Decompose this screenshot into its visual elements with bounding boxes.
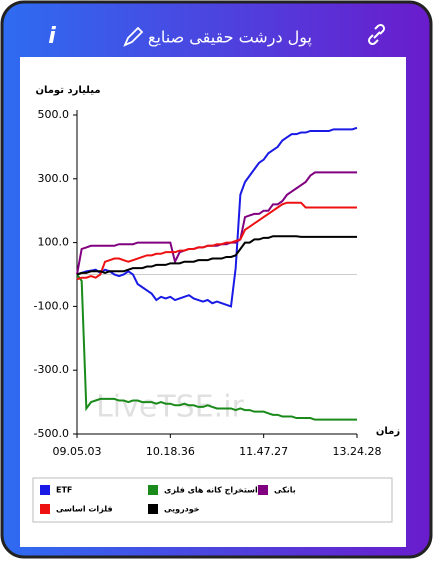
y-tick-label: 100.0 <box>38 236 70 249</box>
watermark: LiveTSE.ir <box>96 390 244 425</box>
y-tick-label: -300.0 <box>34 363 69 376</box>
legend-label: ETF <box>56 486 72 495</box>
legend-swatch <box>40 485 50 495</box>
series-line <box>76 126 358 308</box>
y-axis-label: میلیارد تومان <box>35 85 100 96</box>
x-tick-label: 11.47.27 <box>239 445 288 458</box>
legend-swatch <box>148 485 158 495</box>
y-tick-label: -500.0 <box>34 427 69 440</box>
legend-label: خودرویی <box>164 505 200 514</box>
y-tick-label: 500.0 <box>38 108 70 121</box>
x-axis-label: زمان <box>376 426 400 437</box>
edit-icon[interactable] <box>123 26 144 47</box>
legend-label: فلزات اساسی <box>56 505 113 514</box>
info-icon[interactable]: i <box>48 24 56 49</box>
legend <box>32 477 393 523</box>
legend-swatch <box>148 504 158 514</box>
legend-label: استخراج کانه های فلزی <box>164 486 258 495</box>
legend-label: بانکی <box>274 486 296 495</box>
legend-swatch <box>40 504 50 514</box>
series-line <box>76 273 357 421</box>
x-tick-label: 10.18.36 <box>146 445 195 458</box>
series-line <box>76 201 357 281</box>
x-tick-label: 13.24.28 <box>333 445 382 458</box>
header-title: پول درشت حقیقی صنایع <box>148 28 312 48</box>
x-tick-label: 09.05.03 <box>53 445 102 458</box>
series-line <box>76 235 357 276</box>
link-icon[interactable] <box>367 23 386 46</box>
y-tick-label: -100.0 <box>34 299 69 312</box>
legend-swatch <box>258 485 268 495</box>
series-line <box>76 171 357 275</box>
y-tick-label: 300.0 <box>38 172 70 185</box>
